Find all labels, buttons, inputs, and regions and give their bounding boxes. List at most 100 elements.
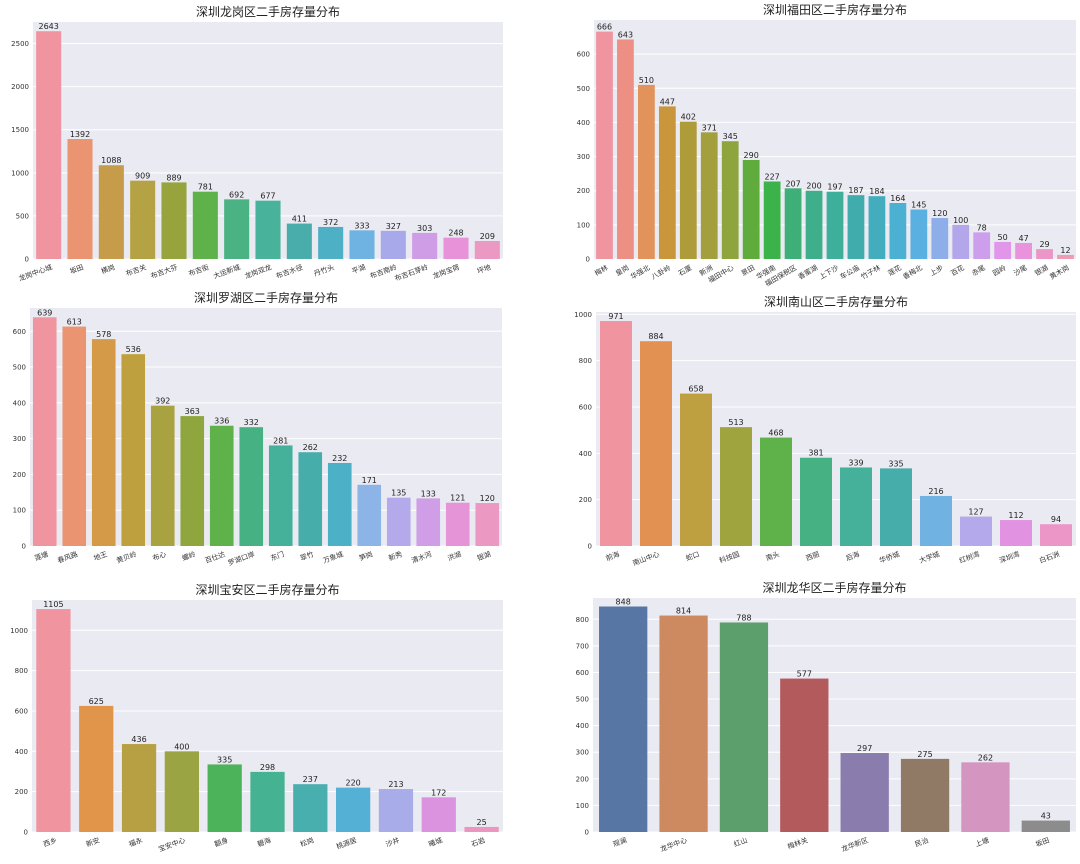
bar xyxy=(180,416,205,546)
x-tick-label: 笋岗 xyxy=(358,549,374,562)
bar xyxy=(327,462,352,546)
y-tick-label: 400 xyxy=(15,748,28,756)
data-label: 290 xyxy=(744,151,759,160)
data-label: 666 xyxy=(597,23,612,32)
bar xyxy=(600,321,632,546)
x-tick-label: 翠竹 xyxy=(299,549,315,562)
y-tick-label: 400 xyxy=(13,399,26,407)
data-label: 303 xyxy=(417,224,432,233)
data-label: 889 xyxy=(166,173,181,182)
y-tick-label: 700 xyxy=(576,642,589,650)
bar xyxy=(336,787,371,832)
x-tick-label: 百仕达 xyxy=(204,549,227,565)
x-tick-label: 皇岗 xyxy=(614,263,631,278)
y-tick-label: 1000 xyxy=(574,311,592,319)
bar xyxy=(847,195,865,259)
data-label: 120 xyxy=(932,209,947,218)
bar xyxy=(840,467,872,546)
x-tick-label: 春风路 xyxy=(56,549,79,565)
data-label: 207 xyxy=(785,179,800,188)
bar xyxy=(760,437,792,546)
x-tick-label: 龙岗中心城 xyxy=(17,262,53,282)
data-label: 909 xyxy=(135,172,150,181)
data-label: 220 xyxy=(345,779,360,788)
data-label: 371 xyxy=(702,123,717,132)
x-tick-label: 龙华中心 xyxy=(659,835,688,853)
data-label: 577 xyxy=(797,670,812,679)
data-label: 411 xyxy=(292,215,307,224)
x-tick-label: 莲塘 xyxy=(33,549,49,562)
x-tick-label: 翻身 xyxy=(213,835,229,848)
data-label: 613 xyxy=(67,318,82,327)
bar xyxy=(658,106,676,259)
bar xyxy=(67,139,93,259)
x-tick-label: 宝安中心 xyxy=(157,835,186,853)
chart-svg: 深圳罗湖区二手房存量分布 0 100 200 300 400 500 600 639 莲塘 613 春… xyxy=(13,290,502,567)
bar xyxy=(475,503,500,546)
bar xyxy=(443,237,469,259)
bar xyxy=(412,232,438,259)
bar xyxy=(826,191,844,259)
x-tick-label: 横岗 xyxy=(100,262,116,275)
bar xyxy=(880,468,912,546)
x-tick-label: 坂田 xyxy=(68,262,84,275)
chart-title: 深圳罗湖区二手房存量分布 xyxy=(194,290,338,305)
x-tick-label: 观澜 xyxy=(612,835,628,848)
data-label: 363 xyxy=(185,407,200,416)
x-tick-label: 洪湖 xyxy=(446,549,462,562)
data-label: 625 xyxy=(89,697,104,706)
y-tick-label: 2000 xyxy=(11,83,29,91)
chart-title: 深圳龙岗区二手房存量分布 xyxy=(196,4,340,19)
bar xyxy=(1057,254,1074,259)
x-tick-label: 坂田 xyxy=(1034,835,1050,848)
chart-longgang: 深圳龙岗区二手房存量分布 0 500 1000 1500 2000 2500 2643 龙岗中心… xyxy=(0,0,540,288)
x-tick-label: 大运新城 xyxy=(212,262,241,280)
x-tick-label: 香梅北 xyxy=(901,263,924,281)
x-tick-label: 黄贝岭 xyxy=(115,549,138,565)
data-label: 100 xyxy=(953,216,968,225)
y-tick-label: 0 xyxy=(22,543,26,551)
bar xyxy=(357,484,382,546)
y-tick-label: 200 xyxy=(579,496,592,504)
x-tick-label: 华强北 xyxy=(629,263,652,281)
bar xyxy=(445,502,470,546)
y-tick-label: 0 xyxy=(586,256,590,264)
data-label: 381 xyxy=(808,449,823,458)
x-tick-label: 竹子林 xyxy=(859,263,882,281)
data-label: 639 xyxy=(37,308,52,317)
bar xyxy=(638,84,655,259)
x-tick-label: 万象城 xyxy=(322,549,345,565)
data-label: 402 xyxy=(681,113,696,122)
bar xyxy=(79,705,114,832)
x-tick-label: 布心 xyxy=(151,549,167,562)
x-tick-label: 南头 xyxy=(764,549,780,562)
bar xyxy=(742,159,760,259)
data-label: 200 xyxy=(806,182,821,191)
bar xyxy=(617,39,634,260)
y-tick-label: 200 xyxy=(15,788,28,796)
data-label: 658 xyxy=(688,385,703,394)
y-tick-label: 1500 xyxy=(11,126,29,134)
bar xyxy=(1040,524,1072,546)
bar xyxy=(62,326,87,546)
chart-longhua: 深圳龙华区二手房存量分布 0 100 200 300 400 500 600 700 800 848… xyxy=(540,576,1080,864)
x-tick-label: 科技园 xyxy=(718,549,741,565)
bar xyxy=(720,427,752,546)
x-tick-label: 龙岗宝荷 xyxy=(431,262,460,280)
y-tick-label: 200 xyxy=(576,775,589,783)
x-tick-label: 东门 xyxy=(269,549,285,562)
bar xyxy=(994,241,1012,259)
x-tick-label: 布吉石芽岭 xyxy=(393,262,429,282)
y-tick-label: 0 xyxy=(588,543,592,551)
bar xyxy=(121,744,157,832)
bar xyxy=(910,209,928,259)
y-tick-label: 800 xyxy=(15,667,28,675)
bar xyxy=(380,230,406,259)
x-tick-label: 龙岗双龙 xyxy=(243,262,272,280)
data-label: 120 xyxy=(480,494,495,503)
data-label: 677 xyxy=(260,192,275,201)
chart-svg: 深圳南山区二手房存量分布 0 200 400 600 800 1000 971 前海 884 南山中… xyxy=(574,294,1076,567)
x-tick-label: 上下沙 xyxy=(817,263,840,281)
bar xyxy=(960,516,992,546)
x-tick-label: 梅林关 xyxy=(786,835,809,851)
